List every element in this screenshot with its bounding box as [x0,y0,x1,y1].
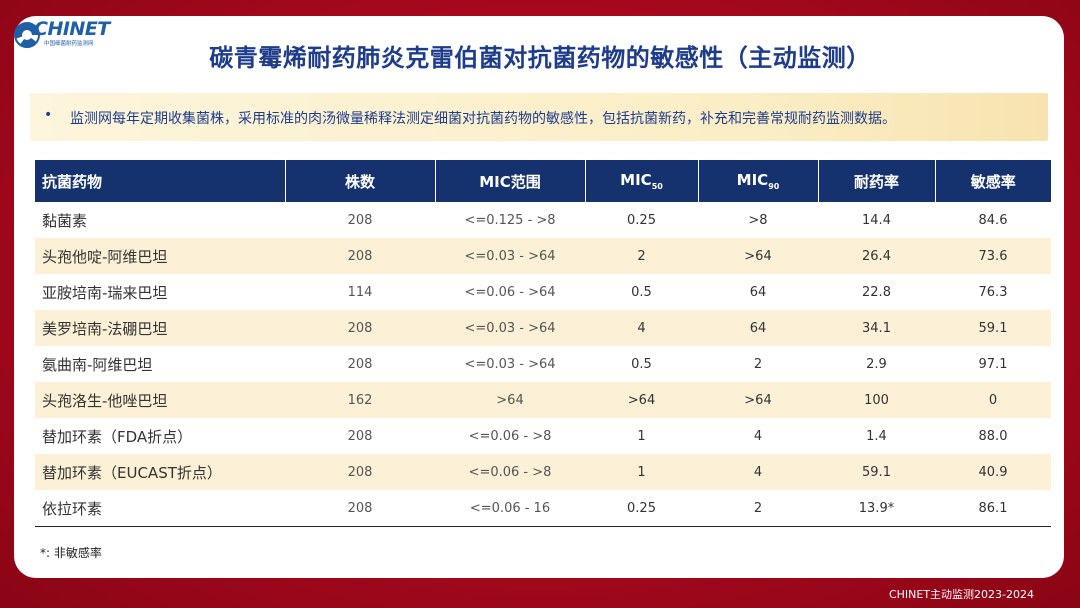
table-row: 美罗培南-法硼巴坦 208 <=0.03 - >64 4 64 34.1 59.… [35,310,1051,346]
table-row: 替加环素（FDA折点） 208 <=0.06 - >8 1 4 1.4 88.0 [35,418,1051,454]
susceptibility-table: 抗菌药物 株数 MIC范围 MIC50 MIC90 耐药率 敏感率 黏菌素 20… [35,160,1051,527]
cell-resistant-rate: 26.4 [818,238,935,274]
cell-susceptible-rate: 0 [935,382,1051,418]
summary-banner: • 监测网每年定期收集菌株，采用标准的肉汤微量稀释法测定细菌对抗菌药物的敏感性，… [30,93,1048,141]
chinet-logo: CHINET 中国细菌耐药监测网 [14,18,110,54]
cell-resistant-rate: 100 [818,382,935,418]
table-row: 氨曲南-阿维巴坦 208 <=0.03 - >64 0.5 2 2.9 97.1 [35,346,1051,382]
table-row: 黏菌素 208 <=0.125 - >8 0.25 >8 14.4 84.6 [35,202,1051,238]
globe-icon [14,22,40,48]
cell-count: 208 [285,454,435,490]
cell-count: 208 [347,428,373,444]
cell-susceptible-rate: 73.6 [935,238,1051,274]
table-row: 亚胺培南-瑞来巴坦 114 <=0.06 - >64 0.5 64 22.8 7… [35,274,1051,310]
table-row: 头孢他啶-阿维巴坦 208 <=0.03 - >64 2 >64 26.4 73… [35,238,1051,274]
cell-mic-range: <=0.06 - >8 [435,454,585,490]
cell-mic-range: <=0.03 - >64 [435,310,585,346]
logo-subtitle: 中国细菌耐药监测网 [44,41,94,47]
bullet-icon: • [44,107,53,123]
cell-mic-range: <=0.06 - >8 [468,428,552,444]
cell-drug: 美罗培南-法硼巴坦 [35,310,285,346]
cell-drug: 氨曲南-阿维巴坦 [42,355,153,374]
cell-resistant-rate: 13.9* [818,490,935,527]
cell-mic90: 2 [753,356,763,372]
cell-mic50: 0.25 [627,212,656,228]
slide-title: 碳青霉烯耐药肺炎克雷伯菌对抗菌药物的敏感性（主动监测） [209,44,871,72]
cell-mic50: 1 [585,454,698,490]
logo-wordmark: CHINET [34,18,110,40]
footer-caption: CHINET主动监测2023-2024 [888,588,1034,601]
cell-drug: 头孢他啶-阿维巴坦 [35,238,285,274]
table-header-row: 抗菌药物 株数 MIC范围 MIC50 MIC90 耐药率 敏感率 [35,160,1051,202]
header-mic90: MIC90 [697,160,818,202]
cell-count: 208 [285,490,435,527]
cell-mic90: 64 [698,310,818,346]
cell-mic90: >64 [698,238,818,274]
header-drug: 抗菌药物 [35,160,285,202]
cell-drug: 亚胺培南-瑞来巴坦 [42,283,168,302]
cell-susceptible-rate: 76.3 [978,284,1008,300]
cell-susceptible-rate: 40.9 [935,454,1051,490]
cell-mic-range: <=0.06 - 16 [435,490,585,527]
summary-text: 监测网每年定期收集菌株，采用标准的肉汤微量稀释法测定细菌对抗菌药物的敏感性，包括… [70,111,896,127]
cell-drug: 黏菌素 [42,211,88,230]
header-mic50: MIC50 [584,160,698,202]
cell-count: 162 [285,382,435,418]
header-resistant-rate: 耐药率 [817,160,935,202]
cell-count: 208 [285,310,435,346]
header-susceptible-rate: 敏感率 [934,160,1051,202]
cell-mic90: 4 [698,454,818,490]
table-row: 头孢洛生-他唑巴坦 162 >64 >64 >64 100 0 [35,382,1051,418]
cell-susceptible-rate: 88.0 [978,428,1008,444]
cell-susceptible-rate: 59.1 [935,310,1051,346]
cell-resistant-rate: 1.4 [866,428,887,444]
cell-mic50: >64 [585,382,698,418]
cell-mic50: 2 [585,238,698,274]
cell-resistant-rate: 34.1 [818,310,935,346]
cell-mic-range: >64 [435,382,585,418]
cell-count: 208 [347,212,373,228]
cell-mic50: 0.25 [585,490,698,527]
cell-mic-range: <=0.03 - >64 [435,238,585,274]
cell-mic-range: <=0.03 - >64 [464,356,556,372]
cell-mic50: 1 [637,428,646,444]
cell-mic-range: <=0.06 - >64 [464,284,556,300]
table-row: 替加环素（EUCAST折点） 208 <=0.06 - >8 1 4 59.1 … [35,454,1051,490]
cell-count: 208 [347,356,373,372]
cell-mic90: >8 [748,212,768,228]
cell-drug: 依拉环素 [35,490,285,527]
header-count: 株数 [284,160,435,202]
cell-mic50: 0.5 [631,356,652,372]
table-row: 依拉环素 208 <=0.06 - 16 0.25 2 13.9* 86.1 [35,490,1051,527]
cell-drug: 替加环素（EUCAST折点） [35,454,285,490]
header-mic-range: MIC范围 [434,160,585,202]
cell-resistant-rate: 2.9 [866,356,887,372]
cell-mic90: >64 [698,382,818,418]
cell-susceptible-rate: 84.6 [978,212,1008,228]
cell-susceptible-rate: 86.1 [935,490,1051,527]
cell-mic50: 4 [585,310,698,346]
cell-mic90: 2 [698,490,818,527]
cell-resistant-rate: 14.4 [862,212,891,228]
cell-resistant-rate: 22.8 [862,284,891,300]
cell-mic90: 4 [753,428,763,444]
cell-mic-range: <=0.125 - >8 [464,212,556,228]
cell-drug: 头孢洛生-他唑巴坦 [35,382,285,418]
cell-resistant-rate: 59.1 [818,454,935,490]
cell-drug: 替加环素（FDA折点） [42,427,193,446]
cell-mic90: 64 [749,284,767,300]
cell-count: 208 [285,238,435,274]
cell-susceptible-rate: 97.1 [978,356,1008,372]
cell-count: 114 [347,284,373,300]
footnote: *: 非敏感率 [40,546,102,560]
cell-mic50: 0.5 [631,284,652,300]
